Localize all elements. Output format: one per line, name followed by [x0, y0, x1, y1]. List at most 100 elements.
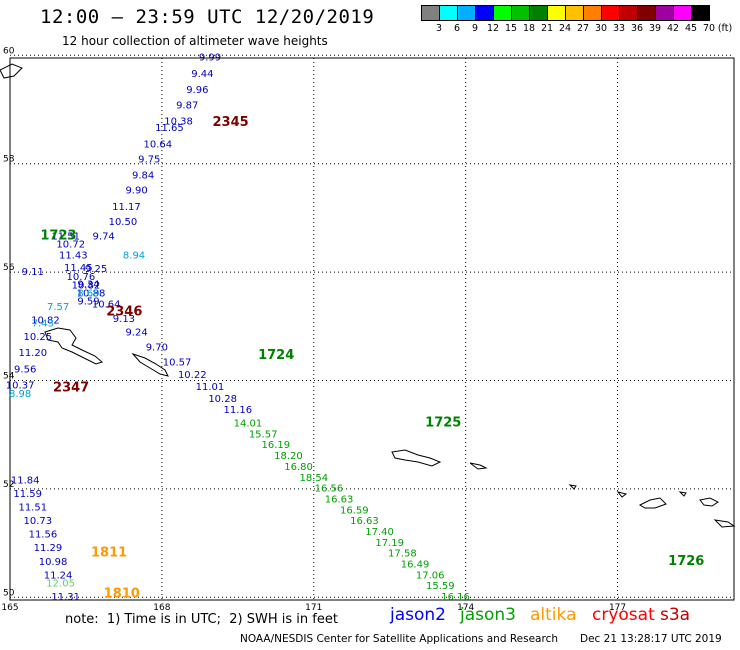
pass-time-label: 2347: [53, 380, 89, 395]
island-outline: [391, 449, 442, 467]
wave-height-label: 7.57: [47, 302, 69, 313]
wave-height-label: 16.56: [315, 484, 344, 495]
longitude-tick-label: 171: [305, 603, 322, 613]
legend-swatch: [422, 6, 440, 20]
wave-height-label: 11.51: [51, 232, 80, 243]
legend-swatch: [656, 6, 674, 20]
coastline: [0, 63, 736, 528]
legend-label: 12: [486, 23, 500, 34]
legend-swatch: [512, 6, 530, 20]
pass-time-label: 1725: [425, 416, 461, 431]
legend-label: 9: [471, 23, 479, 34]
pass-time-label: 1811: [91, 546, 127, 561]
wave-height-label: 9.70: [146, 343, 168, 354]
satellite-name-altika: altika: [530, 605, 577, 625]
legend-swatch: [530, 6, 548, 20]
wave-height-label: 10.22: [178, 370, 207, 381]
wave-height-label: 9.13: [113, 314, 135, 325]
pass-time-labels: 2345 2346 2347 1723 1724 1725 1726 1811 1810: [40, 115, 704, 602]
legend-swatch: [638, 6, 656, 20]
wave-height-label: 10.28: [208, 394, 237, 405]
legend-swatch: [548, 6, 566, 20]
latitude-tick-label: 60: [3, 46, 15, 56]
wave-height-label: 9.84: [132, 170, 154, 181]
wave-height-label: 16.63: [350, 516, 379, 527]
wave-height-label: 16.19: [261, 440, 290, 451]
wave-height-label: 9.59: [77, 297, 99, 308]
wave-height-label: 16.49: [401, 559, 430, 570]
pass-time-label: 2346: [106, 304, 142, 319]
pass-time-label: 1726: [668, 554, 704, 569]
legend-label: 45: [684, 23, 698, 34]
legend-label: 27: [576, 23, 590, 34]
legend-label: 3: [435, 23, 443, 34]
satellite-name-jason2: jason2: [390, 605, 446, 625]
legend-swatch: [620, 6, 638, 20]
color-legend: 3 6 9 12 15 18 21 24 27 30 33 36 39 42 45 70 (ft): [421, 5, 732, 35]
wave-height-label: 11.43: [59, 251, 88, 262]
pass-time-label: 1723: [40, 229, 76, 244]
longitude-tick-label: 174: [457, 603, 474, 613]
legend-label: (ft): [717, 23, 733, 34]
legend-swatch: [674, 6, 692, 20]
wave-height-label: 11.56: [29, 530, 58, 541]
wave-height-label: 11.17: [112, 202, 141, 213]
wave-height-label: 15.59: [426, 581, 455, 592]
wave-height-label: 17.58: [388, 549, 417, 560]
wave-height-label: 9.11: [22, 267, 44, 278]
wave-height-label: 10.64: [92, 299, 121, 310]
legend-label: 24: [558, 23, 572, 34]
legend-label: 33: [612, 23, 626, 34]
wave-height-label: 11.65: [155, 123, 184, 134]
wave-height-label: 9.34: [77, 279, 99, 290]
wave-height-label: 10.82: [31, 316, 60, 327]
wave-height-label: 16.63: [325, 494, 354, 505]
satellite-name-jason3: jason3: [460, 605, 516, 625]
wave-height-label: 15.57: [249, 429, 278, 440]
map-frame: [9, 57, 735, 601]
island-outline: [713, 519, 736, 528]
legend-label: 6: [453, 23, 461, 34]
wave-height-label: 10.37: [6, 381, 35, 392]
island-outline: [568, 484, 577, 490]
legend-swatch: [458, 6, 476, 20]
legend-label: 39: [648, 23, 662, 34]
wave-height-label: 11.84: [11, 475, 40, 486]
legend-swatch: [602, 6, 620, 20]
wave-height-label: 17.06: [416, 570, 445, 581]
legend-swatch: [440, 6, 458, 20]
wave-height-label: 12.05: [46, 578, 75, 589]
timestamp: Dec 21 13:28:17 UTC 2019: [580, 633, 722, 645]
wave-height-label: 11.51: [18, 503, 47, 514]
wave-height-label: 16.16: [441, 592, 470, 603]
wave-height-label: 16.80: [284, 462, 313, 473]
latitude-tick-label: 50: [3, 588, 15, 598]
legend-label: 21: [540, 23, 554, 34]
footnote: note: 1) Time is in UTC; 2) SWH is in fe…: [65, 612, 338, 627]
legend-swatch: [566, 6, 584, 20]
wave-height-label: 17.19: [375, 538, 404, 549]
wave-height-label: 8.69: [77, 288, 99, 299]
legend-label: 15: [504, 23, 518, 34]
wave-height-label: 11.31: [51, 592, 80, 603]
wave-height-label: 17.40: [365, 527, 394, 538]
wave-height-label: 9.99: [199, 53, 221, 64]
legend-labels: 3 6 9 12 15 18 21 24 27 30 33 36 39 42 45 70 (ft): [421, 21, 732, 35]
legend-label: 36: [630, 23, 644, 34]
satellite-name-s3a: s3a: [660, 605, 691, 625]
island-outline: [0, 63, 23, 79]
wave-height-label: 9.25: [85, 264, 107, 275]
island-outline: [44, 327, 103, 365]
wave-height-label: 9.75: [138, 155, 160, 166]
wave-height-label: 10.76: [67, 272, 96, 283]
wave-height-label: 7.43: [32, 318, 54, 329]
island-outline: [131, 352, 169, 377]
island-outline: [699, 497, 719, 507]
longitude-tick-label: 168: [153, 603, 170, 613]
wave-height-label: 9.44: [191, 69, 213, 80]
wave-height-label: 10.38: [164, 117, 193, 128]
legend-swatch: [494, 6, 512, 20]
legend-label: 18: [522, 23, 536, 34]
credit-line: NOAA/NESDIS Center for Satellite Applica…: [240, 633, 558, 645]
